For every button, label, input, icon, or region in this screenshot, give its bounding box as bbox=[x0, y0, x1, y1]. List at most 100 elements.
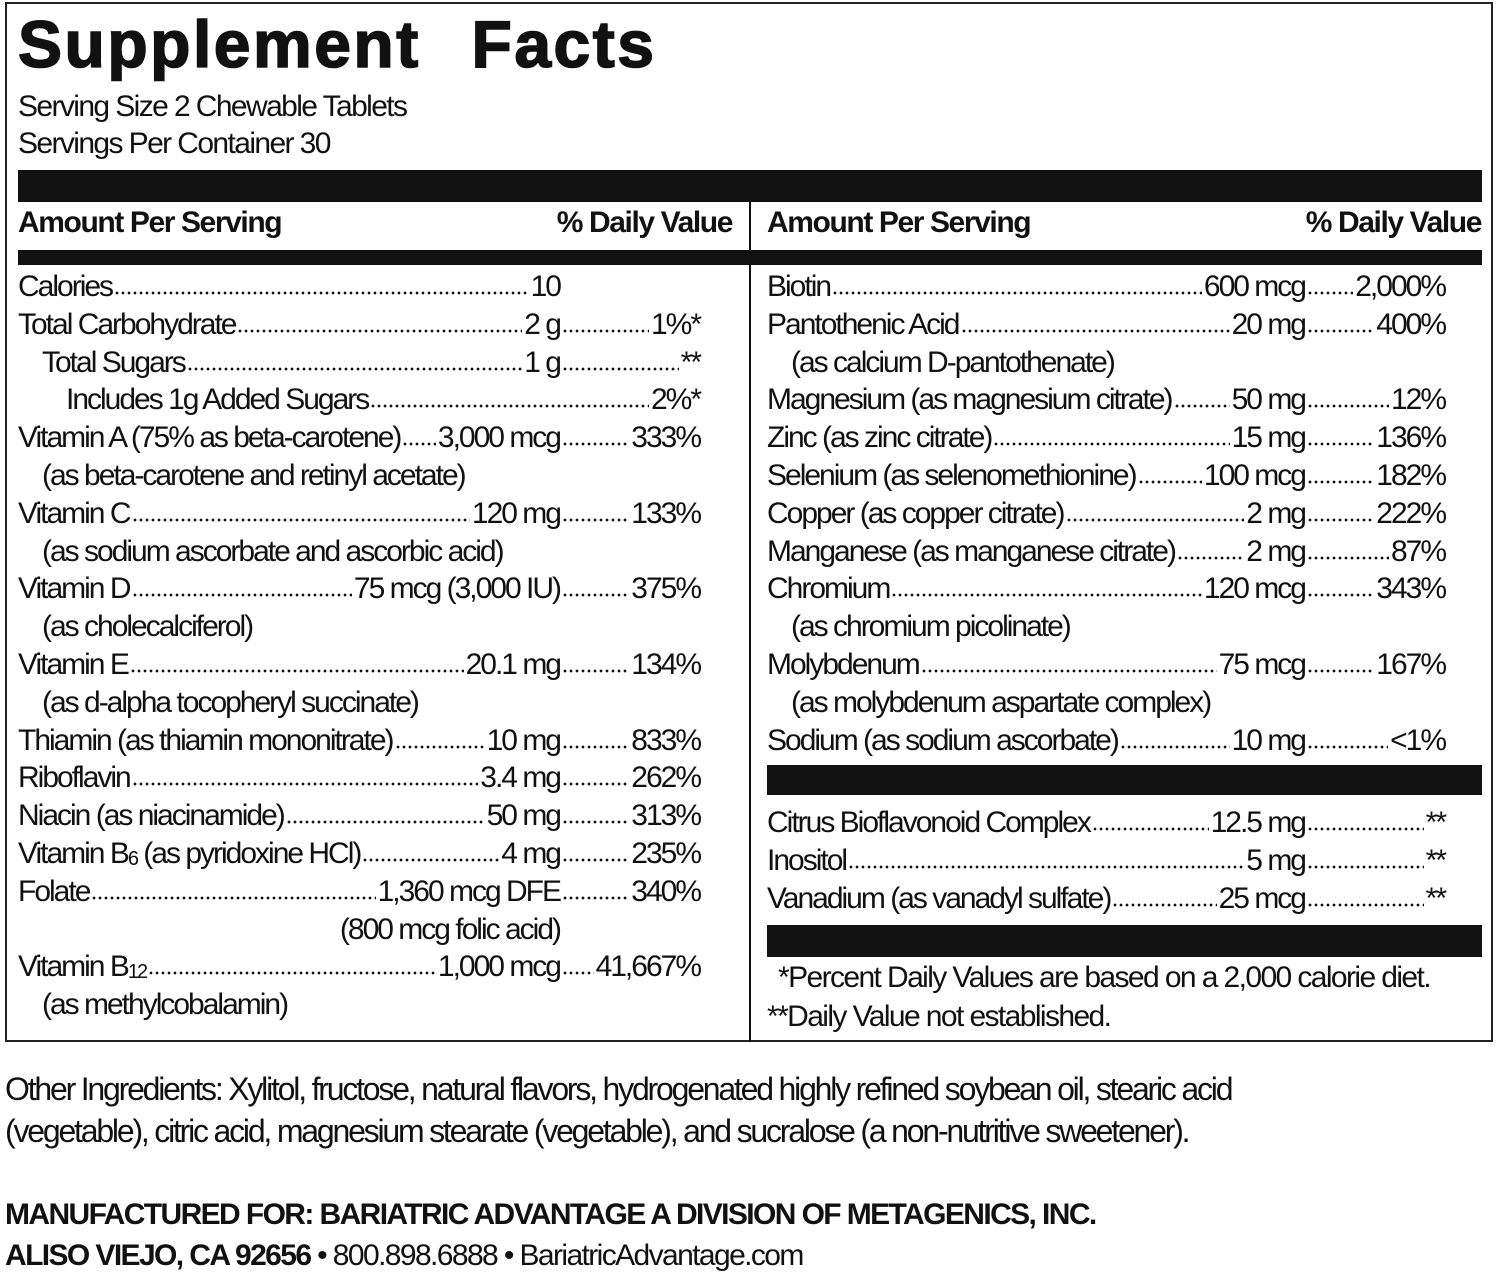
nutrient-amount: 12.5 mg bbox=[1210, 806, 1307, 839]
dot-leader bbox=[186, 361, 523, 372]
nutrient-row: Vitamin B6 (as pyridoxine HCl) 4 mg 235% bbox=[18, 835, 702, 873]
daily-value-cell: 2,000% bbox=[1305, 268, 1447, 306]
dot-leader bbox=[562, 437, 630, 448]
dot-leader bbox=[1137, 474, 1202, 485]
nutrient-amount: 600 mcg bbox=[1203, 270, 1307, 303]
daily-value: 333% bbox=[631, 421, 702, 455]
dot-leader bbox=[1065, 512, 1245, 523]
nutrient-name: Manganese (as manganese citrate) bbox=[767, 534, 1177, 568]
nutrient-name: Biotin bbox=[767, 270, 832, 303]
nutrient-row: Citrus Bioflavonoid Complex 12.5 mg ** bbox=[767, 804, 1447, 842]
daily-value-cell: 167% bbox=[1305, 646, 1447, 684]
daily-value: 222% bbox=[1376, 496, 1447, 530]
nutrient-amount: 120 mg bbox=[471, 496, 562, 530]
nutrient-row: Total Carbohydrate 2 g 1%* bbox=[18, 306, 702, 344]
daily-value-cell: ** bbox=[1305, 842, 1447, 880]
nutrient-source: (as chromium picolinate) bbox=[791, 610, 1072, 644]
nutrient-name: Magnesium (as magnesium citrate) bbox=[767, 383, 1174, 417]
dot-leader bbox=[285, 815, 485, 826]
dot-leader bbox=[1173, 399, 1230, 410]
dot-leader bbox=[1112, 897, 1217, 908]
nutrient-row: Vitamin E 20.1 mg 134% bbox=[18, 646, 702, 684]
header-amount-right: Amount Per Serving bbox=[767, 206, 1032, 239]
dot-leader bbox=[1307, 512, 1375, 523]
nutrient-name: Total Carbohydrate bbox=[18, 307, 237, 341]
nutrient-amount: 3.4 mg bbox=[480, 761, 562, 795]
nutrient-amount: 1 g bbox=[524, 345, 562, 379]
daily-value-cell: 340% bbox=[560, 873, 702, 911]
daily-value-cell: ** bbox=[1305, 804, 1447, 842]
nutrient-row: Total Sugars 1 g ** bbox=[18, 344, 702, 382]
amount-note: (800 mcg folic acid) bbox=[339, 912, 562, 946]
dot-leader bbox=[148, 966, 436, 977]
dot-leader bbox=[91, 890, 376, 901]
daily-value-cell: 343% bbox=[1305, 570, 1447, 608]
dot-leader bbox=[562, 777, 630, 788]
daily-value-cell: 222% bbox=[1305, 495, 1447, 533]
dot-leader bbox=[562, 323, 649, 334]
nutrient-row: Calories 10 bbox=[18, 268, 700, 306]
dot-leader bbox=[562, 663, 630, 674]
dot-leader bbox=[1091, 822, 1209, 832]
dot-leader bbox=[1307, 474, 1375, 485]
daily-value: ** bbox=[1425, 806, 1447, 839]
nutrient-amount: 20.1 mg bbox=[465, 647, 562, 681]
nutrient-row: Chromium 120 mcg 343% bbox=[767, 570, 1447, 608]
daily-value: ** bbox=[1425, 881, 1447, 915]
nutrient-name: Citrus Bioflavonoid Complex bbox=[767, 806, 1092, 839]
thick-divider bbox=[767, 925, 1482, 957]
daily-value-cell: 333% bbox=[560, 419, 702, 457]
manufacturer-line: MANUFACTURED FOR: BARIATRIC ADVANTAGE A … bbox=[5, 1198, 1097, 1231]
nutrient-name: Riboflavin bbox=[18, 761, 132, 795]
serving-size: Serving Size 2 Chewable Tablets bbox=[18, 90, 408, 123]
nutrient-name: Includes 1g Added Sugars bbox=[66, 383, 370, 417]
nutrient-name: Vitamin C bbox=[18, 496, 131, 530]
dot-leader bbox=[394, 739, 485, 750]
daily-value: <1% bbox=[1390, 723, 1447, 757]
daily-value-cell: 12% bbox=[1305, 381, 1447, 419]
daily-value-cell: 235% bbox=[560, 835, 702, 873]
manufacturer-address: ALISO VIEJO, CA 92656 bbox=[5, 1239, 312, 1272]
header-dv-left: % Daily Value bbox=[556, 206, 734, 239]
nutrient-row: Vitamin A (75% as beta-carotene) 3,000 mc… bbox=[18, 419, 702, 457]
dot-leader bbox=[1307, 859, 1424, 870]
dot-leader bbox=[1176, 550, 1245, 561]
dot-leader bbox=[131, 588, 352, 599]
daily-value: 133% bbox=[631, 496, 702, 530]
daily-value: 136% bbox=[1376, 421, 1447, 455]
nutrient-amount: 2 mg bbox=[1246, 496, 1307, 530]
nutrient-amount: 100 mcg bbox=[1203, 458, 1307, 492]
daily-value: 41,667% bbox=[595, 950, 702, 984]
daily-value: 400% bbox=[1376, 307, 1447, 341]
dot-leader bbox=[1307, 286, 1354, 296]
dot-leader bbox=[131, 777, 479, 788]
nutrient-name: Selenium (as selenomethionine) bbox=[767, 458, 1138, 492]
daily-value: 343% bbox=[1376, 572, 1447, 606]
nutrient-source: (as calcium D-pantothenate) bbox=[791, 345, 1116, 379]
dot-leader bbox=[993, 437, 1230, 448]
nutrient-name: Zinc (as zinc citrate) bbox=[767, 421, 993, 455]
nutrient-amount: 1,360 mcg DFE bbox=[377, 874, 562, 908]
daily-value: ** bbox=[680, 345, 702, 379]
column-divider bbox=[749, 202, 751, 1042]
dot-leader bbox=[1307, 897, 1424, 908]
nutrient-name: Chromium bbox=[767, 572, 891, 606]
daily-value-cell: 133% bbox=[560, 495, 702, 533]
daily-value: 313% bbox=[631, 799, 702, 833]
nutrient-amount: 10 bbox=[530, 270, 562, 303]
daily-value-cell: 136% bbox=[1305, 419, 1447, 457]
footnote-dv-not-established: **Daily Value not established. bbox=[767, 1000, 1112, 1033]
daily-value-cell: 87% bbox=[1305, 533, 1447, 571]
dot-leader bbox=[562, 852, 630, 863]
nutrient-row: Niacin (as niacinamide) 50 mg 313% bbox=[18, 797, 702, 835]
right-nutrient-list: Biotin 600 mcg 2,000% Pantothenic Acid 20 m… bbox=[767, 268, 1447, 759]
daily-value: 833% bbox=[631, 723, 702, 757]
nutrient-row: Molybdenum 75 mcg 167% bbox=[767, 646, 1447, 684]
daily-value-cell: 313% bbox=[560, 797, 702, 835]
nutrient-name: Sodium (as sodium ascorbate) bbox=[767, 723, 1120, 757]
daily-value: 167% bbox=[1376, 647, 1447, 681]
daily-value: 235% bbox=[631, 836, 702, 870]
daily-value-cell: ** bbox=[1305, 880, 1447, 918]
panel-title: Supplement Facts bbox=[17, 6, 657, 82]
dot-leader bbox=[1307, 323, 1375, 334]
